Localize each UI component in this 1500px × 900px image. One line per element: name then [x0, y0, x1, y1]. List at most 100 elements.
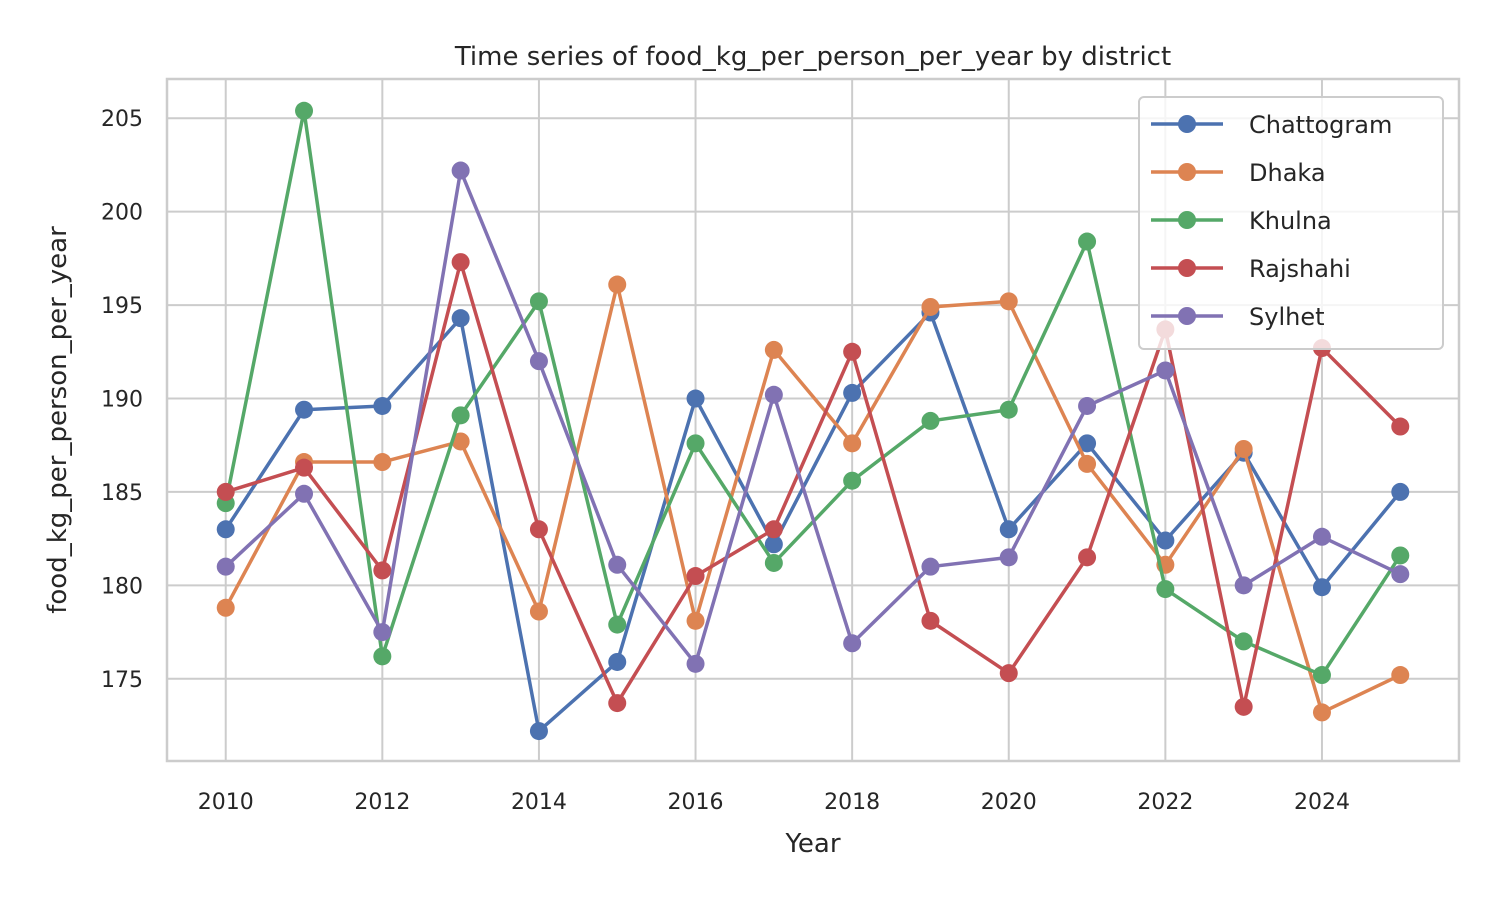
data-point-khulna	[1391, 546, 1410, 565]
data-point-khulna	[686, 434, 705, 453]
data-point-rajshahi	[608, 694, 627, 713]
series-sylhet	[216, 161, 1410, 673]
data-point-khulna	[608, 615, 627, 634]
plot-area	[165, 77, 1461, 763]
y-tick-label: 180	[101, 574, 143, 599]
data-point-rajshahi	[999, 664, 1018, 683]
data-point-khulna	[295, 101, 314, 120]
data-point-chattogram	[999, 520, 1018, 539]
series-group	[216, 101, 1410, 741]
data-point-chattogram	[843, 383, 862, 402]
data-point-sylhet	[451, 161, 470, 180]
data-point-rajshahi	[373, 561, 392, 580]
data-point-rajshahi	[921, 611, 940, 630]
data-point-dhaka	[529, 602, 548, 621]
data-point-dhaka	[1312, 703, 1331, 722]
legend-box	[1138, 96, 1444, 350]
legend-label: Dhaka	[1249, 159, 1326, 187]
data-point-dhaka	[1078, 454, 1097, 473]
series-line-dhaka	[224, 282, 1402, 715]
x-tick-label: 2020	[981, 790, 1037, 815]
data-point-rajshahi	[451, 253, 470, 272]
data-point-rajshahi	[1078, 548, 1097, 567]
data-point-rajshahi	[1234, 697, 1253, 716]
legend-item-khulna: Khulna	[1151, 207, 1332, 235]
data-point-rajshahi	[686, 567, 705, 586]
legend-item-dhaka: Dhaka	[1151, 159, 1326, 187]
data-point-sylhet	[216, 557, 235, 576]
legend-marker	[1178, 163, 1196, 181]
data-point-chattogram	[529, 722, 548, 741]
data-point-rajshahi	[764, 520, 783, 539]
x-axis-ticks: 2010 2012 2014 2016 2018 2020 2022 2024	[198, 790, 1350, 815]
data-point-dhaka	[608, 275, 627, 294]
data-point-rajshahi	[216, 482, 235, 501]
series-line-chattogram	[224, 310, 1402, 733]
data-point-khulna	[373, 647, 392, 666]
data-point-sylhet	[1312, 527, 1331, 546]
data-point-khulna	[1156, 580, 1175, 599]
data-point-dhaka	[1391, 666, 1410, 685]
x-tick-label: 2016	[668, 790, 724, 815]
data-point-khulna	[1078, 232, 1097, 251]
data-point-chattogram	[1078, 434, 1097, 453]
data-point-chattogram	[608, 652, 627, 671]
data-point-sylhet	[921, 557, 940, 576]
legend-item-sylhet: Sylhet	[1151, 303, 1325, 331]
data-point-sylhet	[686, 654, 705, 673]
y-axis-ticks: 175 180 185 190 195 200 205	[101, 107, 143, 693]
data-point-dhaka	[451, 432, 470, 451]
chart-title: Time series of food_kg_per_person_per_ye…	[454, 42, 1171, 72]
data-point-khulna	[529, 292, 548, 311]
data-point-sylhet	[1391, 565, 1410, 584]
legend-label: Chattogram	[1249, 111, 1392, 139]
legend-marker	[1178, 115, 1196, 133]
legend-item-chattogram: Chattogram	[1151, 111, 1392, 139]
y-tick-label: 185	[101, 481, 143, 506]
legend: Chattogram Dhaka Khulna Rajshahi Sylhet	[1138, 96, 1444, 350]
data-point-chattogram	[1312, 578, 1331, 597]
data-point-chattogram	[216, 520, 235, 539]
data-point-dhaka	[921, 297, 940, 316]
data-point-sylhet	[999, 548, 1018, 567]
legend-label: Khulna	[1249, 207, 1332, 235]
y-tick-label: 190	[101, 388, 143, 413]
series-line-rajshahi	[225, 260, 1402, 709]
x-tick-label: 2018	[824, 790, 880, 815]
data-point-chattogram	[295, 400, 314, 419]
data-point-chattogram	[764, 535, 783, 554]
data-point-sylhet	[373, 623, 392, 642]
legend-marker	[1178, 259, 1196, 277]
data-point-dhaka	[843, 434, 862, 453]
x-tick-label: 2014	[511, 790, 567, 815]
x-tick-label: 2012	[354, 790, 410, 815]
legend-marker	[1178, 211, 1196, 229]
x-tick-label: 2010	[198, 790, 254, 815]
data-point-khulna	[999, 400, 1018, 419]
data-point-sylhet	[843, 634, 862, 653]
y-tick-label: 175	[101, 668, 143, 693]
data-point-dhaka	[686, 611, 705, 630]
data-point-khulna	[764, 553, 783, 572]
data-point-dhaka	[1234, 439, 1253, 458]
y-tick-label: 205	[101, 107, 143, 132]
data-point-chattogram	[1156, 531, 1175, 550]
legend-label: Sylhet	[1249, 303, 1325, 331]
data-point-sylhet	[764, 385, 783, 404]
data-point-chattogram	[373, 396, 392, 415]
data-point-sylhet	[1078, 396, 1097, 415]
data-point-chattogram	[686, 389, 705, 408]
data-point-dhaka	[999, 292, 1018, 311]
data-point-khulna	[1312, 666, 1331, 685]
data-point-rajshahi	[529, 520, 548, 539]
data-point-chattogram	[451, 309, 470, 328]
data-point-rajshahi	[295, 458, 314, 477]
data-point-rajshahi	[843, 342, 862, 361]
data-point-sylhet	[1234, 576, 1253, 595]
data-point-sylhet	[295, 484, 314, 503]
data-point-chattogram	[1391, 482, 1410, 501]
data-point-dhaka	[373, 453, 392, 472]
data-point-rajshahi	[1391, 417, 1410, 436]
legend-item-rajshahi: Rajshahi	[1151, 255, 1351, 283]
